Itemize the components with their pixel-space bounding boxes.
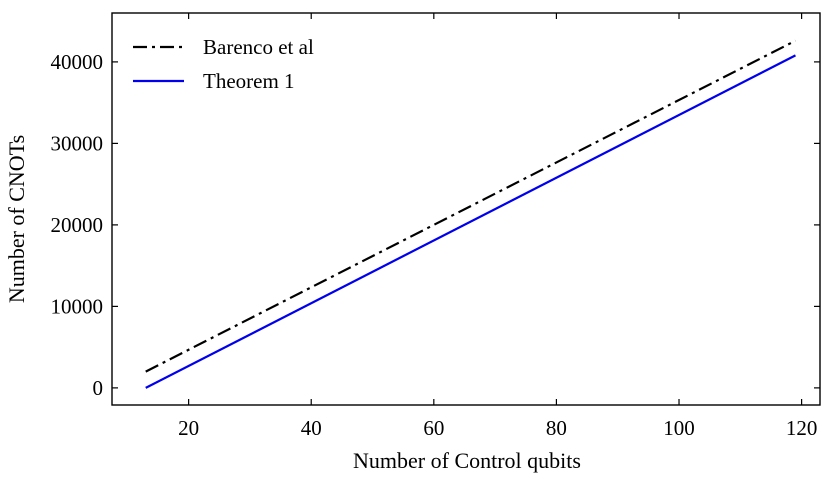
y-axis-label: Number of CNOTs [4, 135, 29, 303]
x-tick-label: 80 [546, 416, 567, 440]
x-tick-label: 60 [423, 416, 444, 440]
series-line-2 [145, 54, 796, 389]
y-tick-label: 20000 [51, 213, 104, 237]
series-line-1 [145, 39, 796, 373]
x-tick-label: 100 [663, 416, 695, 440]
legend-label-1: Barenco et al [203, 35, 314, 59]
y-tick-label: 0 [93, 376, 104, 400]
series-layer [145, 39, 796, 389]
legend-label-2: Theorem 1 [203, 69, 295, 93]
y-tick-label: 10000 [51, 294, 104, 318]
tick-layer: 20 40 60 80 100 120 0 10000 20000 30000 40000 [51, 13, 820, 440]
x-tick-label: 20 [178, 416, 199, 440]
plot-frame [111, 12, 821, 406]
y-tick-label: 40000 [51, 50, 104, 74]
x-tick-label: 40 [301, 416, 322, 440]
legend: Barenco et al Theorem 1 [133, 35, 314, 93]
x-tick-label: 120 [786, 416, 818, 440]
x-axis-label: Number of Control qubits [353, 448, 581, 473]
y-tick-label: 30000 [51, 131, 104, 155]
